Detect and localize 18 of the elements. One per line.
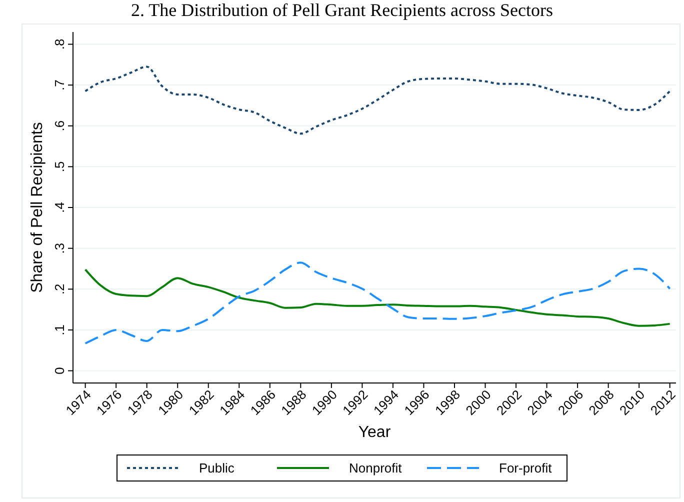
y-axis-title: Share of Pell Recipients [29,122,46,293]
y-tick-label: .6 [52,120,67,132]
line-series [84,262,671,344]
y-tick-label: .7 [52,80,67,90]
legend-label: Public [199,460,235,476]
x-axis-title: Year [358,424,392,441]
legend-label: Nonprofit [349,460,402,476]
chart-title: 2. The Distribution of Pell Grant Recipients across Sectors [130,0,554,20]
y-tick-label: .2 [52,284,67,295]
y-tick-label: .3 [52,242,67,254]
line-series [84,66,671,135]
y-tick-label: .4 [52,202,67,213]
y-tick-label: .1 [52,324,67,336]
y-tick-label: 0 [52,367,67,374]
y-tick-label: .8 [52,38,67,50]
line-series [84,268,671,327]
legend-label: For-profit [499,460,552,476]
y-tick-label: .5 [52,161,67,172]
